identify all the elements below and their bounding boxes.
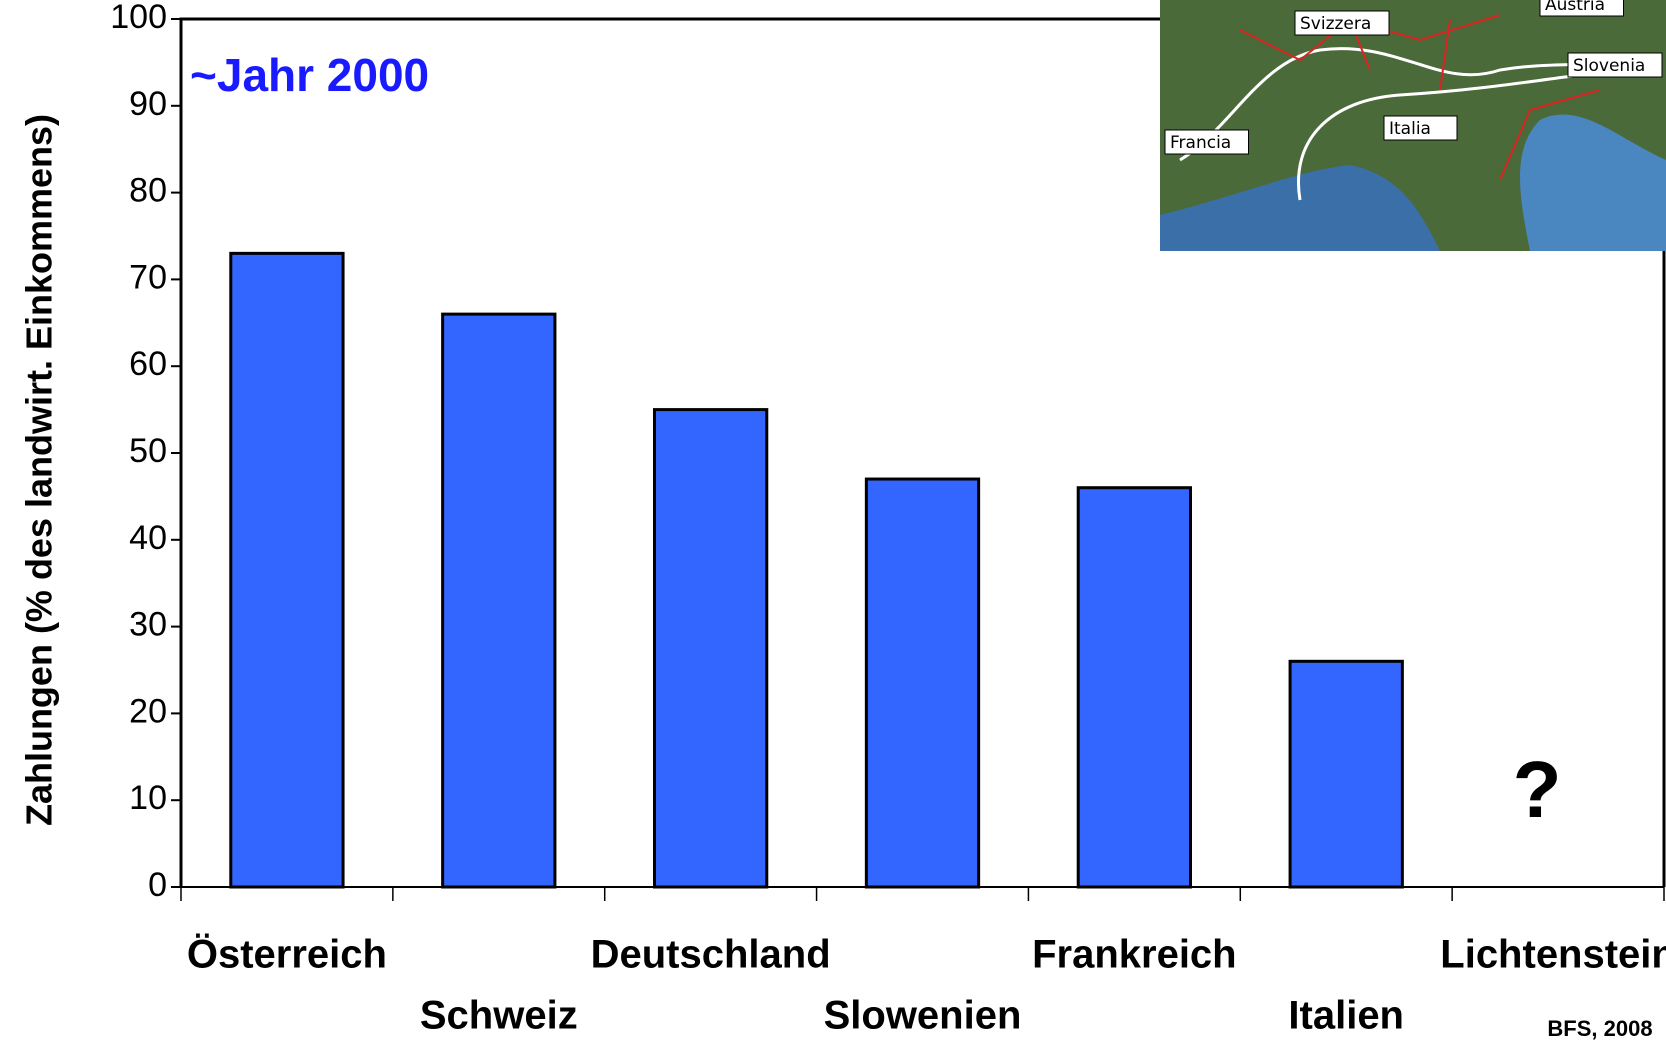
map-label: Austria xyxy=(1545,0,1605,15)
bar xyxy=(1076,486,1192,889)
map-label: Slovenia xyxy=(1573,56,1645,76)
bar xyxy=(229,251,345,889)
x-tick-label: Schweiz xyxy=(420,994,578,1038)
map-label-box xyxy=(1294,10,1390,36)
bar xyxy=(864,477,981,889)
y-axis-label: Zahlungen (% des landwirt. Einkommens) xyxy=(19,114,60,826)
map-label-box xyxy=(1539,0,1624,17)
map-label-box xyxy=(1567,52,1663,78)
x-tick-label: Slowenien xyxy=(824,994,1022,1038)
bar xyxy=(653,408,769,889)
y-tick-label: 0 xyxy=(148,866,167,904)
map-label-box xyxy=(1164,129,1249,155)
map-sea xyxy=(1520,114,1666,251)
y-tick-label: 30 xyxy=(129,606,167,644)
x-tick-label: Lichtenstein xyxy=(1440,933,1666,977)
annotation: ? xyxy=(1513,745,1562,834)
chart-title: ~Jahr 2000 xyxy=(190,49,429,101)
map-label: Svizzera xyxy=(1300,14,1371,34)
y-tick-label: 90 xyxy=(129,85,167,123)
map-sea xyxy=(1160,165,1440,251)
y-tick-label: 10 xyxy=(129,779,167,817)
bar xyxy=(1288,659,1404,889)
x-tick-label: Deutschland xyxy=(591,933,831,977)
y-tick-label: 100 xyxy=(110,0,167,36)
bar xyxy=(441,312,557,889)
x-tick-label: Österreich xyxy=(187,932,387,977)
map-inset: Svizzera Austria Slovenia Francia Italia xyxy=(1160,0,1666,251)
y-tick-label: 50 xyxy=(129,432,167,470)
y-tick-label: 80 xyxy=(129,172,167,210)
map-label: Italia xyxy=(1389,119,1431,139)
source: BFS, 2008 xyxy=(1547,1016,1652,1041)
y-tick-label: 70 xyxy=(129,258,167,296)
y-tick-label: 40 xyxy=(129,519,167,557)
map-border xyxy=(1297,73,1581,201)
y-tick-label: 60 xyxy=(129,345,167,383)
x-tick-label: Italien xyxy=(1288,994,1404,1038)
x-tick-label: Frankreich xyxy=(1032,933,1237,977)
y-tick-label: 20 xyxy=(129,692,167,730)
map-label: Francia xyxy=(1170,133,1231,153)
map-label-box xyxy=(1383,115,1458,141)
